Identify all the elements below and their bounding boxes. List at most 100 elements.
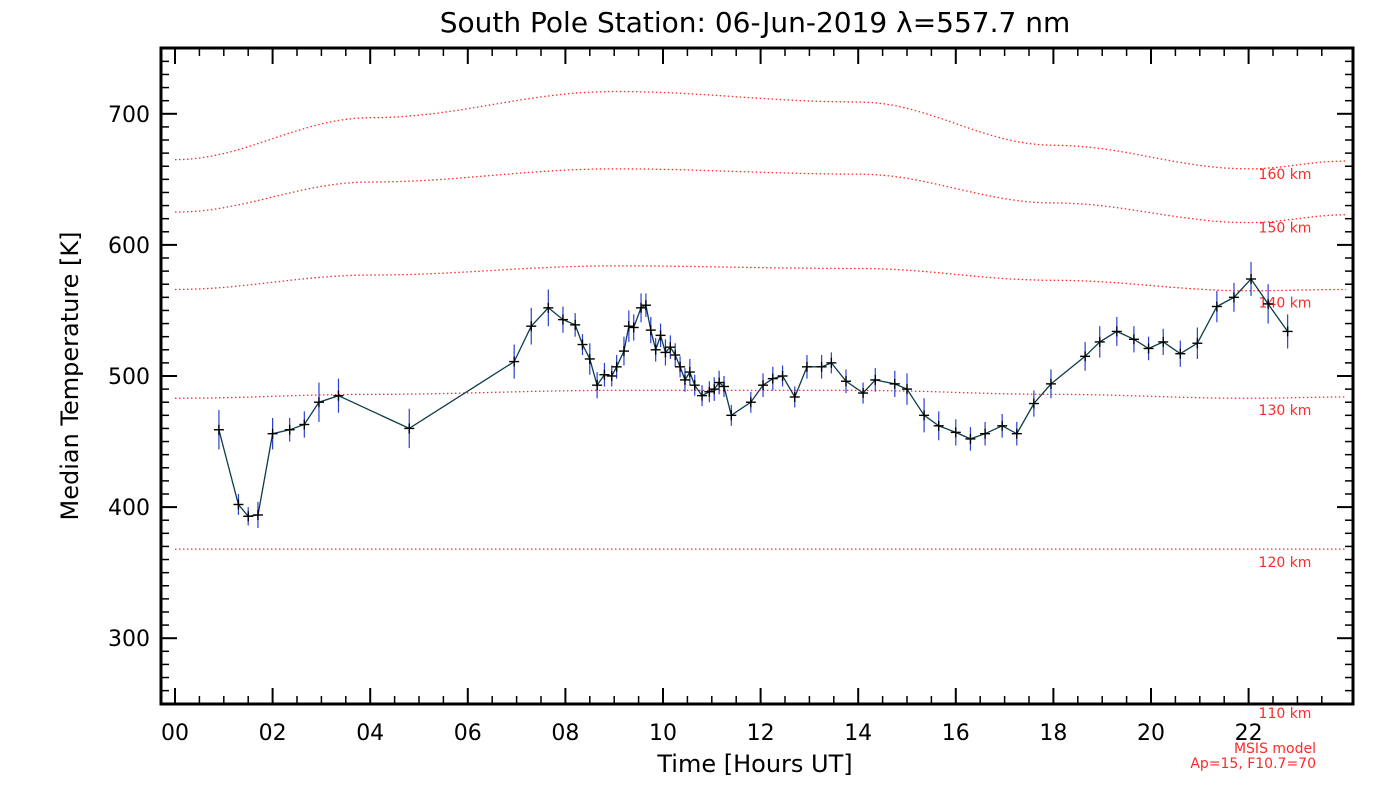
- data-point: [299, 419, 310, 430]
- data-point: [684, 367, 695, 378]
- data-point: [650, 344, 661, 355]
- x-tick-label: 16: [942, 721, 970, 746]
- x-tick-label: 20: [1137, 721, 1165, 746]
- y-tick-label: 600: [108, 234, 150, 259]
- data-point: [252, 509, 263, 520]
- data-point: [745, 397, 756, 408]
- data-point: [543, 302, 554, 313]
- data-point: [267, 428, 278, 439]
- chart-title: South Pole Station: 06-Jun-2019 λ=557.7 …: [440, 6, 1071, 39]
- msis-curve: [174, 265, 1347, 292]
- data-point: [816, 361, 827, 372]
- data-point: [584, 353, 595, 364]
- data-point: [606, 371, 617, 381]
- x-tick-label: 22: [1235, 721, 1263, 746]
- y-tick-label: 300: [108, 627, 150, 652]
- data-point: [526, 321, 537, 332]
- msis-params-label: Ap=15, F10.7=70: [1190, 756, 1316, 772]
- data-point: [777, 371, 788, 381]
- data-point: [577, 339, 588, 350]
- data-point: [233, 499, 244, 510]
- data-point: [767, 373, 778, 384]
- y-tick-label: 700: [108, 103, 150, 128]
- data-point: [1282, 326, 1293, 337]
- data-point: [1045, 378, 1056, 389]
- data-point: [623, 321, 634, 332]
- data-point: [333, 390, 344, 401]
- data-point: [1011, 428, 1022, 439]
- data-point: [889, 378, 900, 389]
- data-point: [689, 380, 700, 391]
- data-point: [1080, 351, 1091, 362]
- data-point: [645, 325, 656, 336]
- y-tick-label: 500: [108, 365, 150, 390]
- x-tick-label: 04: [356, 721, 384, 746]
- data-point: [509, 356, 520, 367]
- axes: 00 02 04 06 08 10 12 14 16 18 20 22 300 400 500 600 700: [108, 47, 1353, 746]
- data-point: [858, 388, 869, 399]
- x-tick-label: 12: [747, 721, 775, 746]
- data-point: [1263, 298, 1274, 309]
- data-point: [709, 384, 720, 395]
- data-point: [697, 390, 708, 401]
- plot-frame: [159, 46, 1355, 706]
- data-point: [902, 384, 912, 395]
- msis-curve-label: 110 km: [1259, 706, 1312, 722]
- data-point: [965, 433, 976, 444]
- data-point: [404, 423, 415, 434]
- data-point: [557, 314, 568, 325]
- data-point: [1094, 336, 1105, 347]
- data-point: [933, 420, 944, 431]
- data-point: [826, 357, 837, 368]
- data-point: [675, 361, 686, 372]
- data-point: [1211, 301, 1222, 312]
- data-point: [679, 374, 690, 385]
- data-point: [1228, 292, 1239, 303]
- data-point: [599, 369, 610, 380]
- msis-curve-label: 140 km: [1259, 295, 1312, 311]
- data-point: [758, 380, 769, 391]
- data-point: [1028, 398, 1039, 409]
- x-tick-label: 10: [649, 721, 677, 746]
- data-point: [841, 376, 851, 387]
- data-point: [628, 322, 639, 333]
- data-point: [313, 397, 324, 408]
- data-series: [213, 261, 1293, 529]
- msis-curve-label: 120 km: [1259, 555, 1312, 571]
- data-point: [1111, 326, 1122, 337]
- data-point: [950, 427, 961, 438]
- data-point: [1143, 343, 1154, 354]
- x-tick-label: 14: [844, 721, 872, 746]
- msis-curve: [174, 389, 1347, 399]
- data-point: [660, 347, 671, 358]
- msis-curve-label: 150 km: [1259, 221, 1312, 237]
- data-point: [997, 420, 1008, 431]
- data-point: [1246, 273, 1257, 284]
- x-tick-label: 18: [1039, 721, 1067, 746]
- data-point: [1175, 348, 1186, 359]
- data-point: [570, 319, 581, 330]
- data-point: [618, 346, 629, 357]
- msis-model-label: MSIS model: [1234, 741, 1316, 757]
- data-point: [719, 381, 729, 392]
- data-point: [665, 342, 676, 353]
- data-point: [789, 391, 800, 402]
- data-point: [704, 386, 715, 397]
- data-point: [1192, 338, 1203, 349]
- data-point: [243, 511, 254, 522]
- data-point: [284, 424, 295, 435]
- data-point: [870, 374, 881, 385]
- data-point: [592, 380, 603, 391]
- x-tick-label: 02: [259, 721, 287, 746]
- data-point: [801, 361, 812, 372]
- msis-curve: [174, 90, 1347, 170]
- x-tick-label: 00: [161, 721, 189, 746]
- data-point: [640, 300, 651, 311]
- msis-curve-label: 160 km: [1259, 167, 1312, 183]
- data-point: [611, 361, 622, 372]
- x-axis-label: Time [Hours UT]: [656, 750, 852, 778]
- x-tick-label: 08: [551, 721, 579, 746]
- data-point: [655, 330, 666, 341]
